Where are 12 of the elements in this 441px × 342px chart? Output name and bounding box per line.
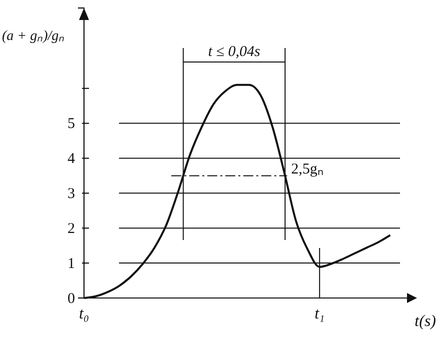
- y-tick-label: 0: [68, 290, 75, 307]
- y-axis-title: (a + gₙ)/gₙ: [2, 29, 65, 44]
- annotation: t ≤ 0,04s: [208, 44, 260, 60]
- x-tick-label: t₀: [78, 306, 90, 323]
- ref-line-label: 2,5gₙ: [291, 162, 324, 178]
- x-axis-title: t(s): [414, 313, 436, 330]
- x-tick-label: t₁: [314, 306, 325, 323]
- y-tick-label: 3: [68, 186, 75, 202]
- y-tick-label: 4: [68, 151, 76, 168]
- y-tick-label: 1: [68, 256, 75, 272]
- y-tick-label: 5: [68, 116, 75, 132]
- y-tick-label: 2: [68, 220, 75, 237]
